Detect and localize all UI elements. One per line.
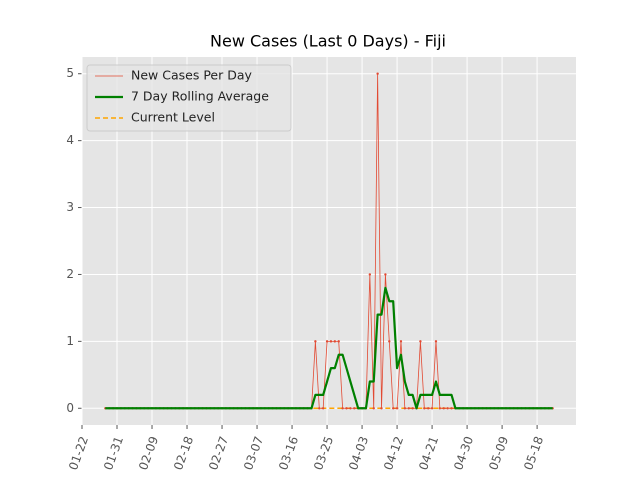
data-point bbox=[341, 407, 344, 410]
x-tick-label: 01-22 bbox=[66, 434, 91, 472]
x-tick-label: 04-21 bbox=[416, 434, 441, 472]
data-point bbox=[399, 340, 403, 343]
data-point bbox=[407, 407, 410, 410]
y-tick-label: 2 bbox=[66, 267, 74, 281]
legend-label: 7 Day Rolling Average bbox=[131, 89, 269, 104]
y-tick-label: 4 bbox=[66, 133, 74, 147]
data-point bbox=[403, 407, 407, 410]
data-point bbox=[345, 407, 348, 410]
x-tick-label: 03-07 bbox=[241, 434, 266, 472]
data-point bbox=[372, 407, 375, 410]
data-point bbox=[426, 407, 430, 410]
data-point bbox=[380, 407, 383, 410]
data-point bbox=[325, 340, 329, 343]
y-tick-label: 3 bbox=[66, 200, 74, 214]
data-point bbox=[442, 407, 445, 410]
data-point bbox=[423, 407, 426, 410]
data-point bbox=[395, 407, 399, 410]
data-point bbox=[419, 340, 422, 343]
data-point bbox=[391, 407, 395, 410]
x-tick-label: 02-27 bbox=[206, 434, 231, 472]
y-tick-label: 0 bbox=[66, 401, 74, 415]
data-point bbox=[368, 273, 372, 276]
data-point bbox=[430, 407, 434, 410]
series-line bbox=[105, 286, 553, 410]
data-point bbox=[349, 407, 352, 410]
data-point bbox=[446, 407, 449, 410]
data-point bbox=[314, 340, 317, 343]
data-point bbox=[384, 273, 387, 276]
data-point bbox=[333, 340, 337, 343]
data-point bbox=[388, 340, 391, 343]
data-point bbox=[337, 340, 340, 343]
data-point bbox=[411, 407, 414, 410]
data-point bbox=[318, 407, 321, 410]
legend-box bbox=[86, 64, 292, 132]
x-tick-label: 04-30 bbox=[451, 434, 476, 472]
data-point bbox=[329, 340, 333, 343]
data-point bbox=[434, 340, 438, 343]
data-point bbox=[321, 407, 325, 410]
x-tick-label: 04-12 bbox=[381, 434, 406, 472]
x-tick-label: 03-25 bbox=[311, 434, 336, 472]
data-point bbox=[353, 407, 356, 410]
x-tick-label: 04-03 bbox=[346, 434, 371, 472]
y-tick-label: 5 bbox=[66, 66, 74, 80]
x-tick-label: 02-18 bbox=[171, 434, 196, 472]
chart-title: New Cases (Last 0 Days) - Fiji bbox=[210, 32, 446, 51]
x-tick-label: 05-18 bbox=[521, 434, 546, 472]
data-point bbox=[438, 407, 442, 410]
data-point bbox=[450, 407, 453, 410]
x-tick-label: 05-09 bbox=[486, 434, 511, 472]
legend-label: New Cases Per Day bbox=[131, 68, 252, 83]
x-tick-label: 01-31 bbox=[101, 434, 126, 472]
legend: New Cases Per Day 7 Day Rolling Average Cu… bbox=[86, 64, 292, 132]
x-tick-label: 03-16 bbox=[276, 434, 301, 472]
x-tick-label: 02-09 bbox=[136, 434, 161, 472]
data-point bbox=[376, 72, 379, 75]
y-tick-label: 1 bbox=[66, 334, 74, 348]
legend-label: Current Level bbox=[131, 110, 215, 125]
